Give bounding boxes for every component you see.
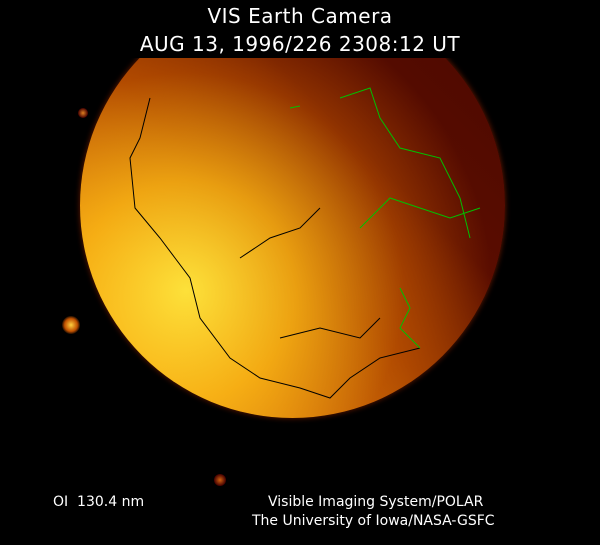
image-title: VIS Earth Camera — [207, 4, 393, 28]
earth-view — [0, 58, 600, 545]
credit-line-1: Visible Imaging System/POLAR — [268, 494, 484, 510]
credit-line-2: The University of Iowa/NASA-GSFC — [252, 513, 495, 529]
wavelength-label: OI 130.4 nm — [53, 494, 145, 510]
coastlines — [129, 87, 481, 399]
star-spot — [78, 108, 88, 118]
coastline-night — [289, 87, 481, 349]
earth-disk — [80, 58, 505, 418]
image-timestamp: AUG 13, 1996/226 2308:12 UT — [139, 32, 461, 56]
coastline-day — [129, 97, 421, 399]
star-spot — [214, 474, 226, 486]
coastline-day-2 — [239, 207, 381, 339]
star-spot — [62, 316, 80, 334]
